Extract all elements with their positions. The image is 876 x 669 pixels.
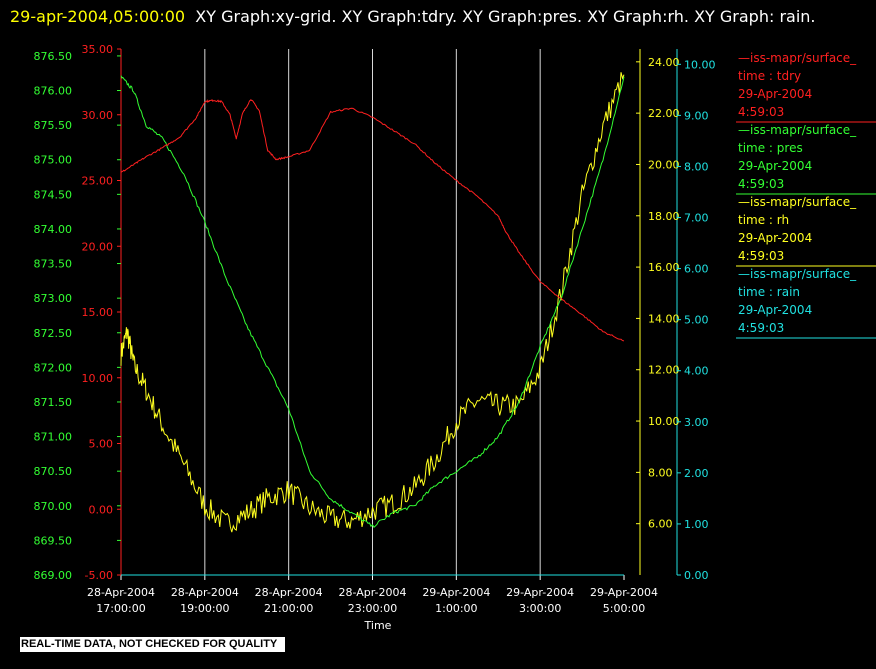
rain-tick-label: 8.00 [684, 160, 709, 173]
title-text: XY Graph:xy-grid. XY Graph:tdry. XY Grap… [195, 7, 816, 26]
rh-tick-label: 22.00 [648, 107, 680, 120]
axes: 28-Apr-2004 17:00:00 28-Apr-2004 19:00:00 28… [34, 43, 716, 615]
pres-tick-label: 875.50 [34, 119, 73, 132]
tdry-tick-label: 0.00 [89, 503, 114, 516]
pres-tick-label: 871.50 [34, 396, 73, 409]
legend-entry-tdry-line3: 29-Apr-2004 [738, 87, 812, 101]
x-tick-label-time: 21:00:00 [264, 602, 313, 615]
rh-series-line [120, 72, 625, 533]
tdry-tick-label: -5.00 [85, 569, 113, 582]
tdry-series-line [120, 98, 625, 342]
legend-entry-rain-line4: 4:59:03 [738, 321, 784, 335]
pres-tick-label: 871.00 [34, 431, 73, 444]
legend-entry-tdry-line4: 4:59:03 [738, 105, 784, 119]
x-tick-label-time: 19:00:00 [180, 602, 229, 615]
x-axis-label: Time [364, 619, 392, 632]
legend-entry-pres-line2: time : pres [738, 141, 803, 155]
rain-tick-label: 1.00 [684, 518, 709, 531]
legend-entry-rh-line1: —iss-mapr/surface_ [738, 195, 857, 209]
legend-entry-rh-line3: 29-Apr-2004 [738, 231, 812, 245]
pres-tick-label: 869.00 [34, 569, 73, 582]
legend-entry-rain-line2: time : rain [738, 285, 800, 299]
series-lines [120, 72, 625, 576]
tdry-tick-label: 30.00 [82, 109, 114, 122]
legend-entry-tdry-line2: time : tdry [738, 69, 801, 83]
pres-tick-label: 873.00 [34, 292, 73, 305]
tdry-tick-label: 25.00 [82, 175, 114, 188]
x-tick-label-date: 29-Apr-2004 [506, 586, 574, 599]
x-tick-label-date: 28-Apr-2004 [255, 586, 323, 599]
x-tick-label-date: 29-Apr-2004 [422, 586, 490, 599]
rain-tick-label: 7.00 [684, 212, 709, 225]
title-datetime: 29-apr-2004,05:00:00 [10, 7, 186, 26]
pres-tick-label: 874.50 [34, 188, 73, 201]
pres-tick-label: 870.50 [34, 465, 73, 478]
pres-tick-label: 874.00 [34, 223, 73, 236]
legend-entry-rh-line4: 4:59:03 [738, 249, 784, 263]
pres-tick-label: 872.50 [34, 327, 73, 340]
x-tick-label-time: 17:00:00 [96, 602, 145, 615]
rh-tick-label: 6.00 [648, 518, 673, 531]
x-tick-label-time: 1:00:00 [435, 602, 477, 615]
tdry-tick-label: 20.00 [82, 240, 114, 253]
x-tick-label-time: 23:00:00 [348, 602, 397, 615]
x-tick-label-date: 28-Apr-2004 [338, 586, 406, 599]
grid-lines [204, 49, 541, 575]
rh-tick-label: 12.00 [648, 364, 680, 377]
pres-tick-label: 869.50 [34, 534, 73, 547]
rh-tick-label: 8.00 [648, 466, 673, 479]
legend-entry-pres-line4: 4:59:03 [738, 177, 784, 191]
rh-tick-label: 10.00 [648, 415, 680, 428]
chart-title: 29-apr-2004,05:00:00 XY Graph:xy-grid. X… [10, 3, 870, 30]
pres-tick-label: 876.50 [34, 50, 73, 63]
rain-tick-label: 5.00 [684, 314, 709, 327]
rh-tick-label: 24.00 [648, 56, 680, 69]
x-tick-label-time: 5:00:00 [603, 602, 645, 615]
legend-entry-pres-line1: —iss-mapr/surface_ [738, 123, 857, 137]
rain-tick-label: 10.00 [684, 58, 716, 71]
rain-tick-label: 3.00 [684, 416, 709, 429]
pres-tick-label: 872.00 [34, 361, 73, 374]
tdry-tick-label: 10.00 [82, 372, 114, 385]
x-tick-label-date: 28-Apr-2004 [171, 586, 239, 599]
legend-entry-tdry-line1: —iss-mapr/surface_ [738, 51, 857, 65]
tdry-tick-label: 35.00 [82, 43, 114, 56]
rain-tick-label: 9.00 [684, 109, 709, 122]
legend-entry-rain-line1: —iss-mapr/surface_ [738, 267, 857, 281]
x-tick-label-date: 29-Apr-2004 [590, 586, 658, 599]
rh-tick-label: 16.00 [648, 261, 680, 274]
quality-disclaimer: REAL-TIME DATA, NOT CHECKED FOR QUALITY [20, 637, 286, 652]
tdry-tick-label: 15.00 [82, 306, 114, 319]
pres-tick-label: 875.00 [34, 154, 73, 167]
pres-series-line [120, 75, 625, 528]
rain-tick-label: 6.00 [684, 263, 709, 276]
rh-tick-label: 18.00 [648, 210, 680, 223]
rh-tick-label: 20.00 [648, 158, 680, 171]
tdry-tick-label: 5.00 [89, 438, 114, 451]
legend: —iss-mapr/surface_time : tdry29-Apr-2004… [736, 51, 876, 339]
rain-tick-label: 0.00 [684, 569, 709, 582]
legend-entry-rh-line2: time : rh [738, 213, 789, 227]
rain-tick-label: 2.00 [684, 467, 709, 480]
x-tick-label-date: 28-Apr-2004 [87, 586, 155, 599]
legend-entry-rain-line3: 29-Apr-2004 [738, 303, 812, 317]
pres-tick-label: 870.00 [34, 500, 73, 513]
pres-tick-label: 876.00 [34, 85, 73, 98]
pres-tick-label: 873.50 [34, 258, 73, 271]
rain-tick-label: 4.00 [684, 365, 709, 378]
legend-entry-pres-line3: 29-Apr-2004 [738, 159, 812, 173]
rh-tick-label: 14.00 [648, 312, 680, 325]
x-tick-label-time: 3:00:00 [519, 602, 561, 615]
